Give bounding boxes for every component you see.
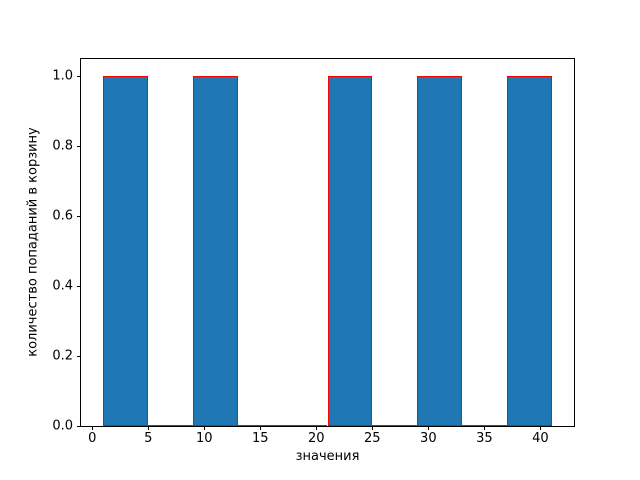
x-tick-label: 25	[364, 431, 381, 446]
x-tick-label: 40	[532, 431, 549, 446]
x-tick-label: 5	[144, 431, 153, 446]
x-tick-mark	[540, 426, 542, 430]
x-tick-mark	[428, 426, 430, 430]
y-tick-label: 0.0	[52, 418, 73, 434]
x-tick-label: 20	[308, 431, 325, 446]
x-tick-label: 30	[420, 431, 437, 446]
empty-bin-baseline	[148, 425, 194, 426]
histogram-bar	[327, 76, 373, 426]
y-tick-mark	[77, 76, 81, 78]
x-tick-label: 10	[195, 431, 213, 446]
y-axis-label: количество попаданий в корзину	[25, 127, 41, 357]
histogram-bar	[103, 76, 149, 426]
y-tick-label: 1.0	[52, 68, 73, 84]
empty-bin-baseline	[461, 425, 507, 426]
x-tick-label: 35	[476, 431, 493, 446]
empty-bin-baseline	[237, 425, 283, 426]
y-tick-label: 0.8	[52, 138, 73, 154]
x-axis-label: значения	[295, 449, 360, 464]
x-tick-mark	[260, 426, 262, 430]
x-tick-mark	[484, 426, 486, 430]
x-tick-label: 0	[88, 431, 97, 446]
y-tick-mark	[77, 286, 81, 288]
y-tick-mark	[77, 146, 81, 148]
x-tick-mark	[372, 426, 374, 430]
y-tick-label: 0.2	[52, 348, 73, 364]
y-tick-label: 0.4	[52, 278, 73, 294]
y-tick-mark	[77, 426, 81, 427]
plot-area: 0 5 10 15 20 25 30 35 40 0.0 0.2 0.4 0.6 0.8 1.0	[52, 58, 575, 445]
y-tick-mark	[77, 356, 81, 358]
histogram-bar	[417, 76, 462, 426]
x-tick-mark	[204, 426, 206, 430]
x-tick-mark	[92, 426, 94, 430]
x-tick-mark	[316, 426, 318, 430]
empty-bin-baseline	[372, 425, 418, 426]
histogram-bar	[193, 76, 238, 426]
histogram-bar	[506, 76, 552, 426]
x-tick-mark	[148, 426, 150, 430]
empty-bin-baseline	[282, 425, 328, 426]
x-tick-label: 15	[251, 431, 269, 446]
y-tick-mark	[77, 216, 81, 218]
y-tick-label: 0.6	[52, 208, 73, 224]
